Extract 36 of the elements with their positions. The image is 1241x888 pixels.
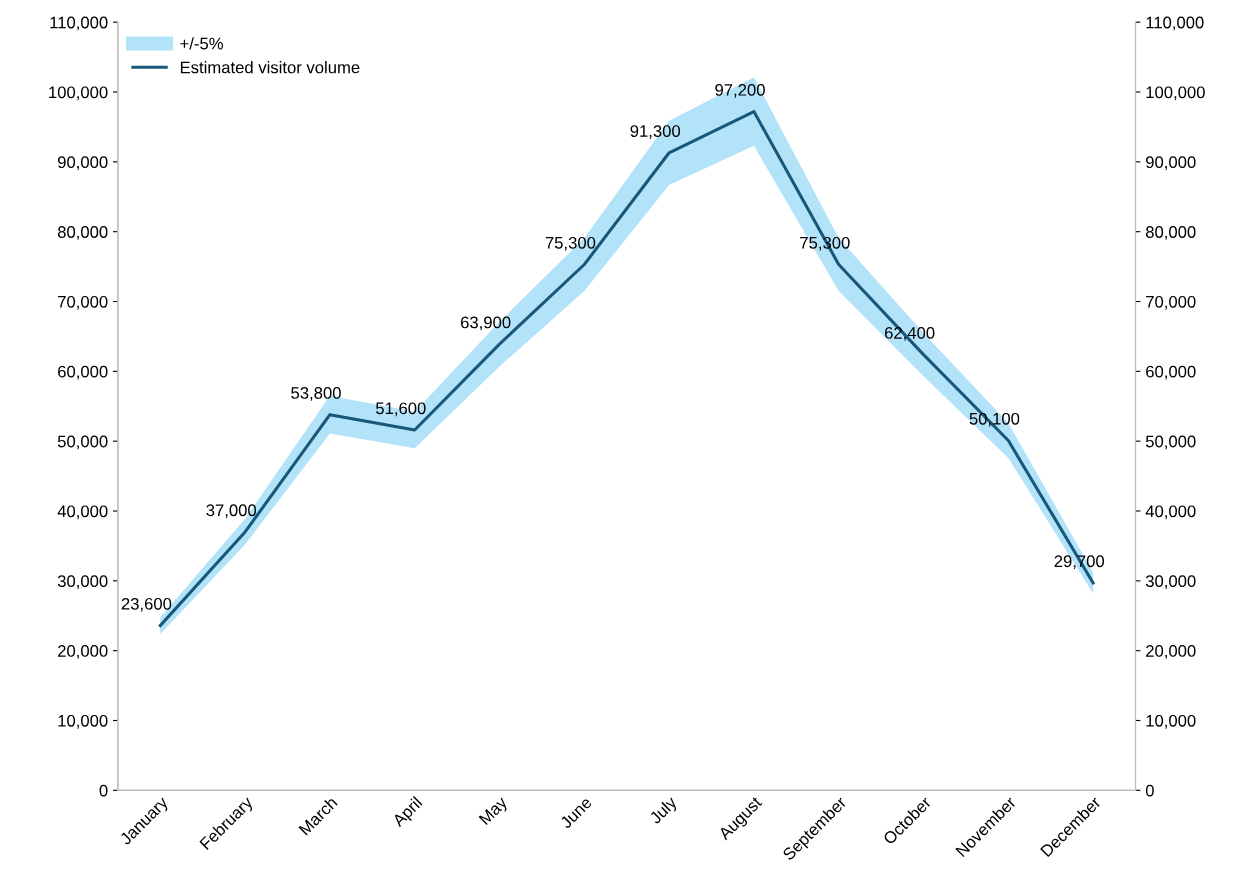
data-label: 53,800	[291, 387, 341, 401]
data-label: 37,000	[206, 504, 257, 519]
y2-tick-label: 0	[1145, 784, 1154, 797]
y-tick-label: 50,000	[57, 435, 108, 450]
y2-tick-label: 60,000	[1146, 365, 1196, 380]
data-label: 63,900	[460, 316, 511, 331]
y-tick-label: 100,000	[49, 86, 108, 101]
y2-tick-label: 10,000	[1146, 714, 1196, 729]
data-label: 75,300	[545, 236, 596, 251]
y-tick-label: 20,000	[58, 645, 108, 659]
y-tick-label: 90,000	[57, 156, 108, 171]
y2-tick-label: 50,000	[1145, 435, 1196, 450]
y-tick-label: 10,000	[58, 714, 108, 729]
data-label: 23,600	[121, 597, 172, 612]
y2-tick-label: 40,000	[1145, 505, 1196, 520]
y-tick-label: 80,000	[57, 226, 108, 240]
y-tick-label: 70,000	[58, 295, 108, 310]
y-tick-label: 60,000	[58, 365, 108, 380]
y2-tick-label: 80,000	[1145, 226, 1196, 240]
y2-tick-label: 100,000	[1146, 86, 1205, 101]
data-label: 97,200	[715, 83, 765, 98]
annotation: +/-5%	[180, 37, 223, 50]
x-tick-label: May	[478, 795, 511, 828]
y2-tick-label: 110,000	[1146, 16, 1204, 31]
legend-label: Estimated visitor volume	[180, 61, 360, 74]
y-tick-label: 110,000	[50, 16, 108, 31]
y-tick-label: 30,000	[57, 575, 108, 589]
data-label: 51,600	[375, 402, 426, 417]
x-tick-label: July	[648, 795, 681, 827]
y2-tick-label: 20,000	[1146, 645, 1196, 659]
y2-tick-label: 30,000	[1145, 575, 1196, 589]
data-label: 91,300	[630, 125, 681, 139]
y2-tick-label: 70,000	[1146, 295, 1196, 310]
y-tick-label: 40,000	[57, 505, 108, 520]
y2-tick-label: 90,000	[1146, 156, 1196, 171]
y-tick-label: 0	[99, 784, 108, 797]
